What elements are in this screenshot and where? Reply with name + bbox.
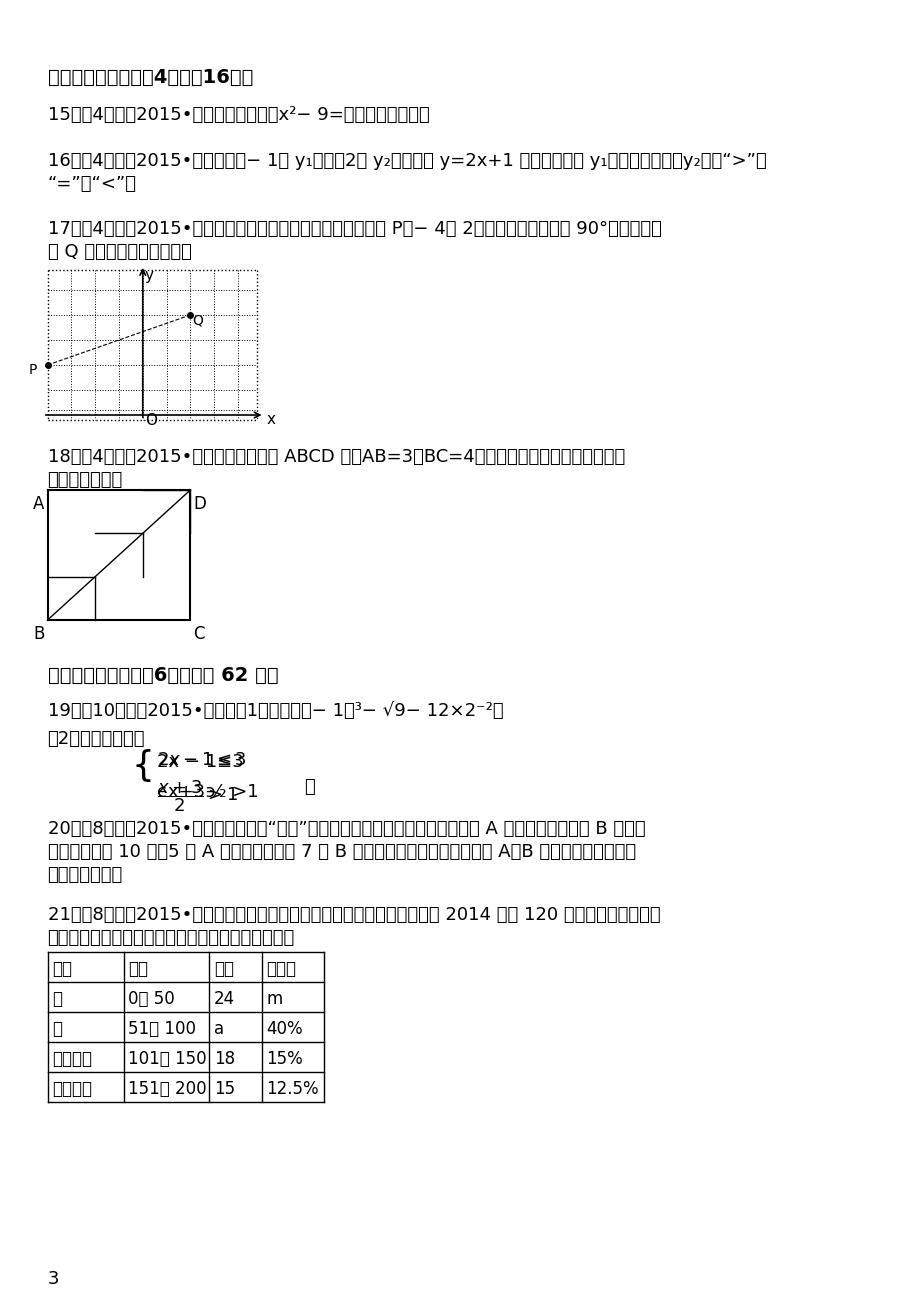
Text: $2x - 1 \leq 3$: $2x - 1 \leq 3$ <box>157 751 246 769</box>
Text: 18: 18 <box>214 1049 235 1068</box>
Text: A: A <box>33 495 45 513</box>
Text: a: a <box>214 1019 224 1038</box>
Text: 20．（8分）（2015•海南）小明想从“天猫”某网店购买计算器，经查询，某品牌 A 号计算器的单价比 B 型号计: 20．（8分）（2015•海南）小明想从“天猫”某网店购买计算器，经查询，某品牌… <box>48 820 644 838</box>
Text: 三、解答题（本题兲6小题，共 62 分）: 三、解答题（本题兲6小题，共 62 分） <box>48 667 278 685</box>
Text: 3: 3 <box>48 1269 59 1288</box>
Text: 价分别是多少？: 价分别是多少？ <box>48 866 123 884</box>
Text: 24: 24 <box>214 990 235 1008</box>
Text: 16．（4分）（2015•海南）点（− 1， y₁）、（2， y₂）是直线 y=2x+1 上的两点，则 y₁＿＿＿＿＿＿＿y₂（填“>”或: 16．（4分）（2015•海南）点（− 1， y₁）、（2， y₂）是直线 y=… <box>48 152 766 171</box>
Text: 15%: 15% <box>267 1049 303 1068</box>
Text: 12.5%: 12.5% <box>267 1079 319 1098</box>
Text: 指数: 指数 <box>129 960 148 978</box>
Text: 百分比: 百分比 <box>267 960 296 978</box>
Text: 。: 。 <box>304 779 315 796</box>
Text: y: y <box>144 268 153 283</box>
Text: {: { <box>131 750 154 784</box>
Text: C: C <box>193 625 204 643</box>
Text: O: O <box>145 413 157 428</box>
Text: 0～ 50: 0～ 50 <box>129 990 175 1008</box>
Text: 二、填空题（每小题4分，共16分）: 二、填空题（每小题4分，共16分） <box>48 68 253 87</box>
Text: m: m <box>267 990 282 1008</box>
Text: $\dfrac{x+3}{2} > 1$: $\dfrac{x+3}{2} > 1$ <box>157 779 237 814</box>
Text: 151～ 200: 151～ 200 <box>129 1079 207 1098</box>
Text: D: D <box>193 495 206 513</box>
Text: 18．（4分）（2015•海南）如图，矩形 ABCD 中，AB=3，BC=4，则图中五个小矩形的周长之和: 18．（4分）（2015•海南）如图，矩形 ABCD 中，AB=3，BC=4，则… <box>48 448 624 466</box>
Text: 天数: 天数 <box>214 960 233 978</box>
Text: P: P <box>28 363 37 378</box>
Text: 51～ 100: 51～ 100 <box>129 1019 197 1038</box>
Text: 优: 优 <box>52 990 62 1008</box>
Text: 绘制了如下不完整的统计图表：空气质量指数统计表: 绘制了如下不完整的统计图表：空气质量指数统计表 <box>48 930 294 947</box>
Text: 中度污染: 中度污染 <box>52 1079 92 1098</box>
Text: 101～ 150: 101～ 150 <box>129 1049 207 1068</box>
Text: 良: 良 <box>52 1019 62 1038</box>
Text: 点 Q 的坐标为＿＿＿＿＿。: 点 Q 的坐标为＿＿＿＿＿。 <box>48 243 191 260</box>
Text: B: B <box>33 625 45 643</box>
Text: x: x <box>267 411 275 427</box>
Text: 2x − 1≤3: 2x − 1≤3 <box>157 753 244 771</box>
Text: 40%: 40% <box>267 1019 302 1038</box>
Text: 轻度污染: 轻度污染 <box>52 1049 92 1068</box>
Text: 算器的单价多 10 元，5 台 A 型号的计算器与 7 台 B 型号的计算器的价錢相同，问 A、B 两种型号计算器的单: 算器的单价多 10 元，5 台 A 型号的计算器与 7 台 B 型号的计算器的价… <box>48 842 635 861</box>
Text: 15: 15 <box>214 1079 235 1098</box>
Text: 19．（10分）（2015•海南）（1）计算：（− 1）³− √9− 12×2⁻²；: 19．（10分）（2015•海南）（1）计算：（− 1）³− √9− 12×2⁻… <box>48 702 503 720</box>
Text: 17．（4分）（2015•海南）如图，在平面直角坐标系中，将点 P（− 4， 2）绕原点顺时针旋转 90°，则其对应: 17．（4分）（2015•海南）如图，在平面直角坐标系中，将点 P（− 4， 2… <box>48 220 661 238</box>
Text: 为＿＿＿＿＿。: 为＿＿＿＿＿。 <box>48 471 123 490</box>
Text: 级别: 级别 <box>52 960 73 978</box>
Text: （2）解不等式组：: （2）解不等式组： <box>48 730 145 749</box>
Text: ϵx+3϶⁄₂ >1: ϵx+3϶⁄₂ >1 <box>157 783 258 801</box>
Text: 15．（4分）（2015•海南）分解因式：x²− 9=＿＿＿＿＿＿＿。: 15．（4分）（2015•海南）分解因式：x²− 9=＿＿＿＿＿＿＿。 <box>48 105 429 124</box>
Text: 21．（8分）（2015•海南）为了治理大气污染，我国中部某市抄取了该市 2014 年中 120 天的空气质量指数，: 21．（8分）（2015•海南）为了治理大气污染，我国中部某市抄取了该市 201… <box>48 906 660 924</box>
Text: Q: Q <box>192 312 203 327</box>
Text: “=”或“<”）: “=”或“<”） <box>48 174 136 193</box>
